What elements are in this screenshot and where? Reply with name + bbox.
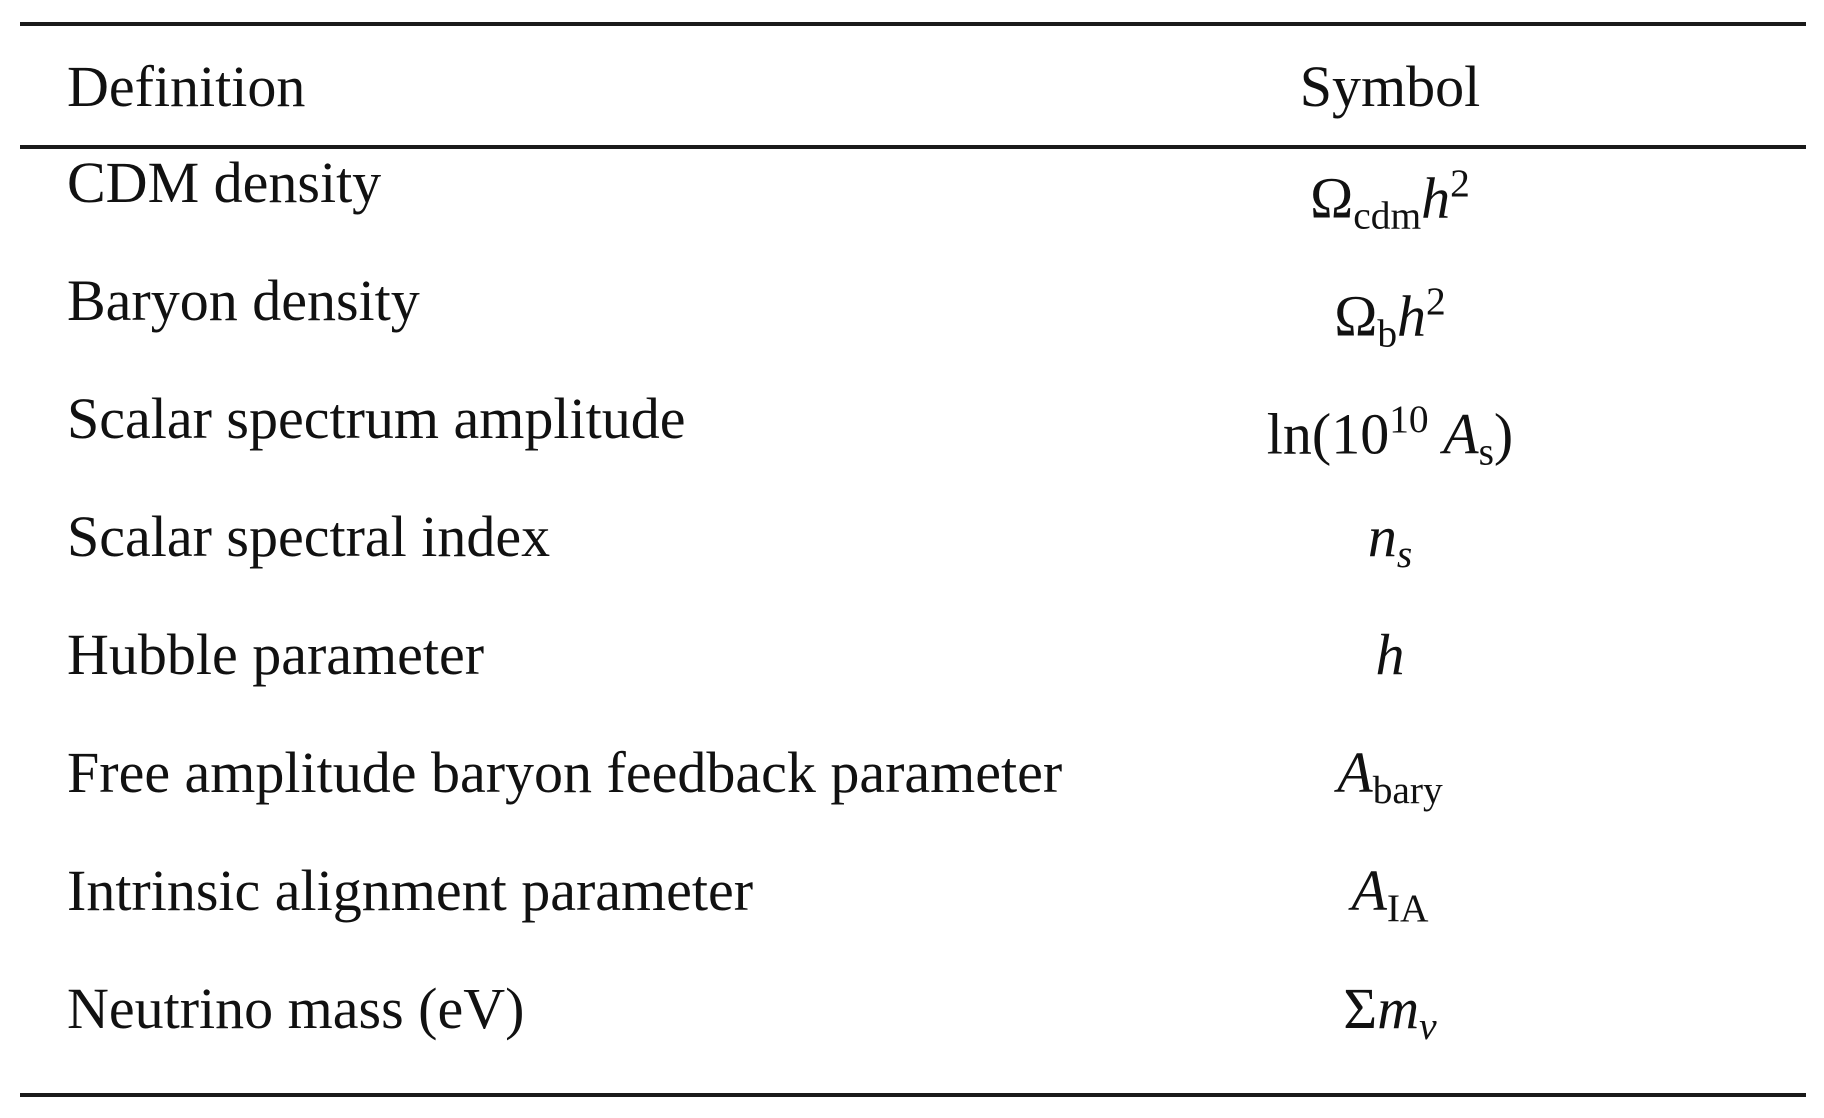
row-symbol: AIA <box>1190 846 1590 953</box>
table-header-row: Definition Symbol <box>20 42 1806 132</box>
row-definition: Intrinsic alignment parameter <box>67 858 754 923</box>
table-row: Scalar spectral index ns <box>20 492 1806 582</box>
row-definition: Neutrino mass (eV) <box>67 976 525 1041</box>
symbol-base: Σ <box>1343 976 1378 1041</box>
table-header-rule <box>20 145 1806 149</box>
symbol-variable: h <box>1421 165 1451 231</box>
symbol-superscript: 2 <box>1450 161 1470 205</box>
symbol-variable: A <box>1337 740 1373 805</box>
table-row: Scalar spectrum amplitude ln(1010 As) <box>20 374 1806 474</box>
header-definition: Definition <box>67 54 306 119</box>
table-row: Free amplitude baryon feedback parameter… <box>20 728 1806 818</box>
row-symbol: Ωcdmh2 <box>1190 138 1590 261</box>
symbol-subscript: bary <box>1372 768 1443 813</box>
symbol-variable: n <box>1367 504 1397 569</box>
table-row: Hubble parameter h <box>20 610 1806 700</box>
table-row: Baryon density Ωbh2 <box>20 256 1806 356</box>
symbol-variable: h <box>1397 283 1427 349</box>
symbol-subscript: ν <box>1419 1004 1437 1049</box>
row-symbol: ns <box>1190 492 1590 599</box>
symbol-superscript: 2 <box>1426 279 1446 323</box>
row-symbol: ln(1010 As) <box>1190 374 1590 497</box>
symbol-variable: A <box>1443 401 1479 467</box>
table-row: CDM density Ωcdmh2 <box>20 138 1806 238</box>
row-definition: Scalar spectrum amplitude <box>67 386 686 451</box>
symbol-base: Ω <box>1334 283 1378 349</box>
row-definition: CDM density <box>67 150 382 215</box>
table-bottom-rule <box>20 1093 1806 1097</box>
row-symbol: Abary <box>1190 728 1590 835</box>
header-symbol: Symbol <box>1299 54 1481 119</box>
symbol-base: Ω <box>1310 165 1354 231</box>
symbol-subscript: b <box>1377 311 1398 356</box>
table-row: Neutrino mass (eV) Σmν <box>20 964 1806 1054</box>
symbol-variable: h <box>1375 622 1405 687</box>
table-row: Intrinsic alignment parameter AIA <box>20 846 1806 936</box>
row-symbol: h <box>1190 610 1590 700</box>
symbol-variable: A <box>1351 858 1387 923</box>
symbol-subscript: cdm <box>1353 193 1422 238</box>
row-definition: Hubble parameter <box>67 622 485 687</box>
symbol-prefix: ln(10 <box>1266 401 1390 467</box>
symbol-variable: m <box>1377 976 1420 1041</box>
row-symbol: Σmν <box>1190 964 1590 1071</box>
symbol-subscript: s <box>1478 429 1494 474</box>
symbol-suffix: ) <box>1493 401 1514 467</box>
row-symbol: Ωbh2 <box>1190 256 1590 379</box>
row-definition: Baryon density <box>67 268 420 333</box>
symbol-subscript: s <box>1396 532 1413 577</box>
row-definition: Scalar spectral index <box>67 504 551 569</box>
symbol-superscript: 10 <box>1389 397 1429 441</box>
row-definition: Free amplitude baryon feedback parameter <box>67 740 1063 805</box>
table-top-rule <box>20 22 1806 26</box>
symbol-subscript: IA <box>1386 886 1429 931</box>
